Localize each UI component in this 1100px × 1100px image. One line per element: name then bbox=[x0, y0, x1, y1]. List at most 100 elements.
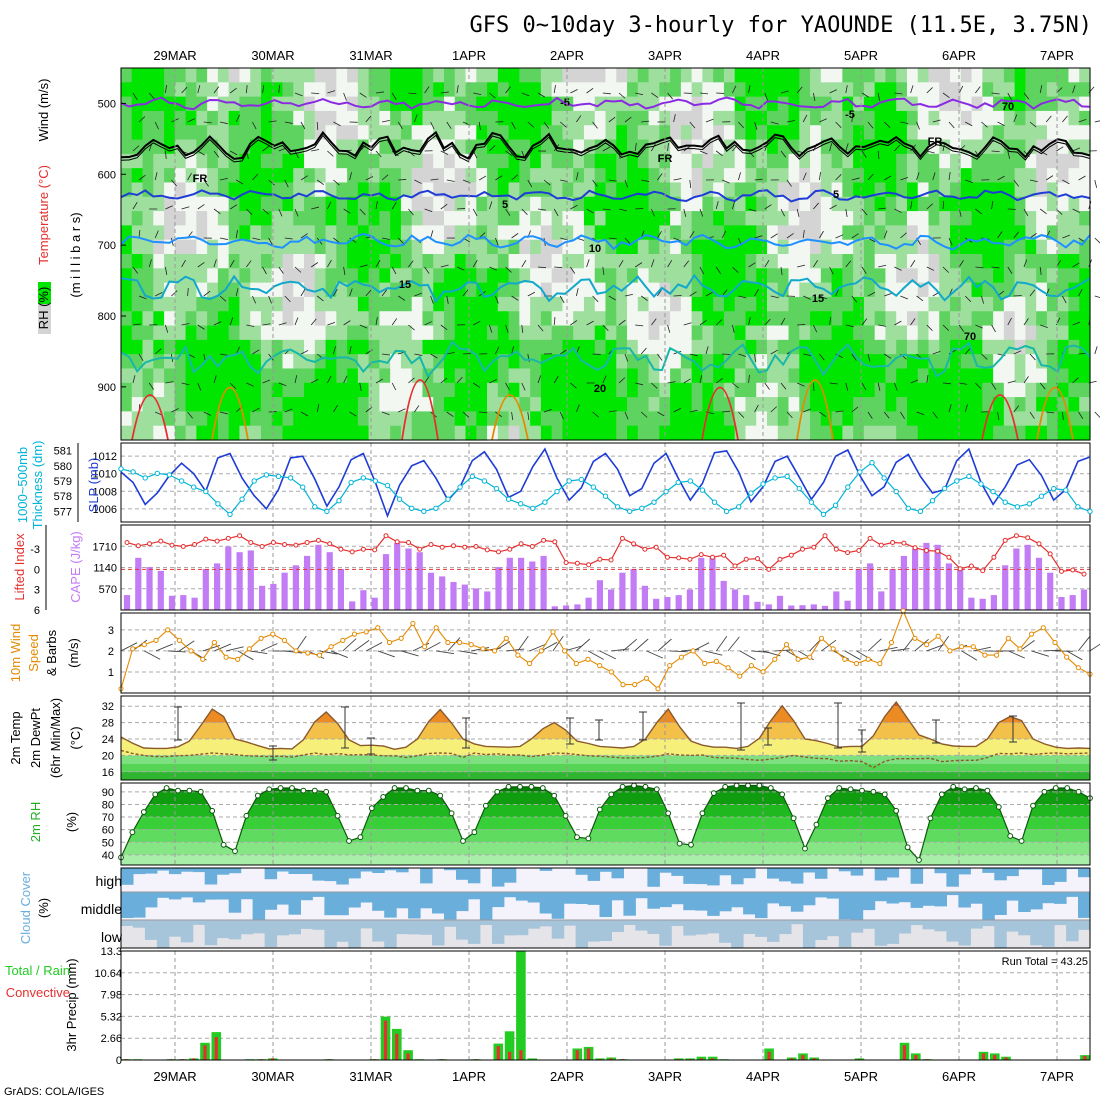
wind-barb bbox=[932, 350, 941, 355]
rh-cell bbox=[691, 153, 703, 169]
rh-cell bbox=[810, 110, 822, 126]
rh-cell bbox=[465, 196, 477, 212]
rh-cell bbox=[1068, 82, 1080, 98]
rh-cell bbox=[228, 368, 241, 384]
rh-cell bbox=[131, 296, 144, 312]
rh-cell bbox=[400, 354, 413, 370]
rh-point bbox=[1052, 785, 1059, 791]
rh-cell bbox=[217, 411, 230, 427]
wind-speed-point bbox=[818, 635, 825, 641]
wind-barb bbox=[641, 179, 650, 182]
rh-cell bbox=[476, 96, 488, 112]
cloud-middle-cell bbox=[1078, 892, 1091, 918]
rh-cell bbox=[153, 110, 165, 126]
wind-barb bbox=[651, 318, 657, 326]
wind-barb bbox=[673, 178, 682, 181]
rh-cell bbox=[1079, 425, 1091, 441]
wind-barb bbox=[213, 150, 220, 158]
rh-cell bbox=[971, 168, 983, 184]
cape-bar bbox=[439, 576, 446, 610]
rh-cell bbox=[756, 339, 768, 355]
rh-cell bbox=[1014, 96, 1026, 112]
wind-barb bbox=[365, 289, 372, 297]
wind-barb bbox=[602, 266, 605, 275]
rh-cell bbox=[422, 268, 434, 284]
rh-cell bbox=[885, 96, 897, 112]
rh-cell bbox=[648, 254, 660, 269]
wind-barb bbox=[692, 642, 710, 652]
rh-cell bbox=[928, 282, 940, 298]
rh-cell bbox=[928, 368, 940, 384]
rh-cell bbox=[756, 110, 768, 126]
lifted-index-point bbox=[867, 535, 873, 541]
rh-cell bbox=[648, 382, 660, 398]
rh-cell bbox=[131, 196, 144, 212]
wind-barb bbox=[900, 121, 909, 125]
rh-cell bbox=[239, 397, 251, 412]
rh-cell bbox=[874, 82, 887, 98]
rh-cell bbox=[917, 254, 930, 269]
thickness-point bbox=[663, 488, 669, 495]
wind-speed-point bbox=[433, 625, 439, 631]
rh-cell bbox=[831, 225, 843, 241]
rh-cell bbox=[444, 411, 456, 427]
rh-cell bbox=[853, 225, 865, 241]
wind-barb bbox=[764, 382, 770, 390]
wind-barb bbox=[294, 208, 299, 217]
rh-cell bbox=[131, 311, 144, 327]
rh-cell bbox=[659, 368, 671, 384]
rh-cell bbox=[400, 311, 413, 327]
rh-cell bbox=[519, 239, 531, 255]
rh-cell bbox=[670, 239, 682, 255]
rh-cell bbox=[648, 296, 660, 312]
rh-cell bbox=[896, 382, 908, 398]
rh-cell bbox=[939, 354, 951, 370]
wind-barb bbox=[926, 87, 933, 94]
wind-barb bbox=[138, 230, 141, 239]
rh-cell bbox=[260, 339, 273, 355]
wind-barb bbox=[932, 172, 936, 181]
wind-barb bbox=[715, 319, 723, 326]
rh-cell bbox=[799, 239, 811, 255]
rh-cell bbox=[928, 339, 940, 355]
rh-cell bbox=[164, 254, 176, 269]
rh-cell bbox=[1057, 254, 1070, 269]
wind-barb bbox=[430, 121, 435, 130]
lifted-index-point bbox=[135, 543, 141, 549]
rh-cell bbox=[917, 282, 930, 298]
rh-cell bbox=[1057, 211, 1070, 226]
rh-cell bbox=[939, 282, 951, 298]
rh-cell bbox=[260, 368, 273, 384]
lifted-index-point bbox=[169, 542, 175, 548]
rh-cell bbox=[508, 268, 520, 284]
rh-cell bbox=[465, 325, 477, 341]
rh-cell bbox=[530, 125, 542, 141]
rh-cell bbox=[1057, 225, 1070, 241]
rh-cell bbox=[767, 96, 779, 112]
rh-cell bbox=[142, 382, 154, 398]
rh-cell bbox=[810, 254, 822, 269]
cloud-high-cell bbox=[204, 868, 218, 885]
rh-cell bbox=[971, 211, 983, 226]
wind-barb bbox=[262, 145, 270, 152]
rh-cell bbox=[465, 211, 477, 226]
rh-cell bbox=[379, 339, 391, 355]
rh-cell bbox=[885, 397, 897, 412]
thickness-point bbox=[966, 473, 972, 480]
rh-cell bbox=[896, 139, 908, 155]
wind-barb bbox=[440, 324, 448, 331]
rh-cell bbox=[540, 354, 553, 370]
wind-barb bbox=[197, 262, 205, 268]
precip-convective-bar bbox=[508, 1051, 512, 1060]
wind-barb bbox=[1039, 382, 1046, 390]
rh-cell bbox=[605, 125, 617, 141]
rh-cell bbox=[390, 425, 402, 441]
rh-cell bbox=[465, 254, 477, 269]
wind-barb bbox=[311, 149, 320, 152]
thickness-point bbox=[409, 505, 415, 511]
wind-speed-point bbox=[480, 646, 486, 652]
rh-cell bbox=[745, 254, 757, 269]
rh-cell bbox=[304, 68, 316, 83]
rh-cell bbox=[519, 82, 531, 98]
wind-barb bbox=[559, 295, 565, 304]
